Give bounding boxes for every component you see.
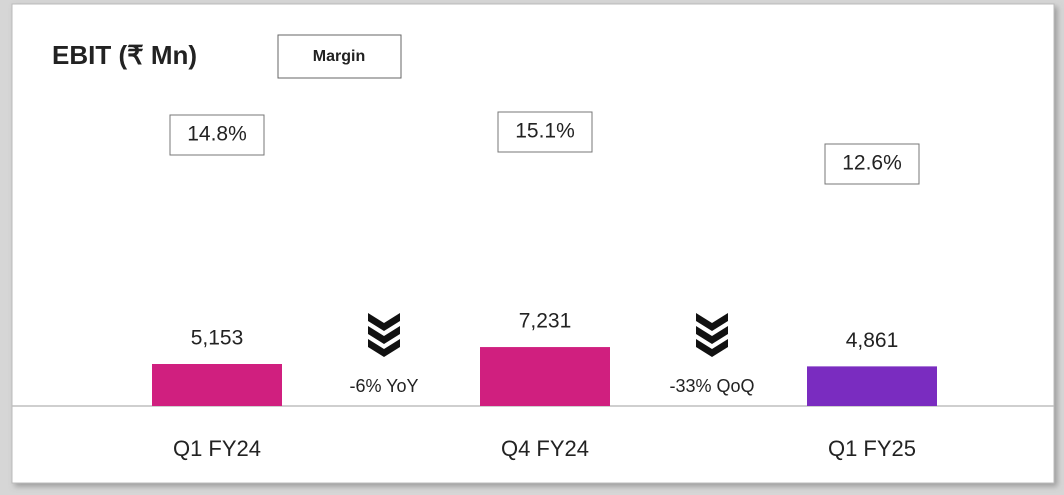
bar — [152, 364, 282, 406]
value-label: 4,861 — [846, 329, 899, 352]
change-label: -33% QoQ — [669, 376, 754, 396]
bar — [807, 366, 937, 406]
bar — [480, 347, 610, 406]
legend-box — [277, 34, 402, 79]
chevron-icon — [696, 313, 728, 357]
value-label: 7,231 — [519, 310, 572, 333]
margin-box — [497, 111, 593, 153]
margin-box — [824, 143, 920, 185]
x-tick-label: Q4 FY24 — [501, 436, 589, 461]
change-label: -6% YoY — [349, 376, 418, 396]
x-tick-label: Q1 FY24 — [173, 436, 261, 461]
value-label: 5,153 — [191, 327, 244, 350]
chart-title: EBIT (₹ Mn) — [52, 40, 197, 70]
panel — [11, 3, 1055, 484]
margin-label: 12.6% — [842, 152, 902, 175]
margin-label: 15.1% — [515, 120, 575, 143]
margin-box — [169, 114, 265, 156]
chevron-icon — [368, 313, 400, 357]
margin-label: 14.8% — [187, 123, 247, 146]
x-tick-label: Q1 FY25 — [828, 436, 916, 461]
legend-label: Margin — [313, 48, 365, 65]
